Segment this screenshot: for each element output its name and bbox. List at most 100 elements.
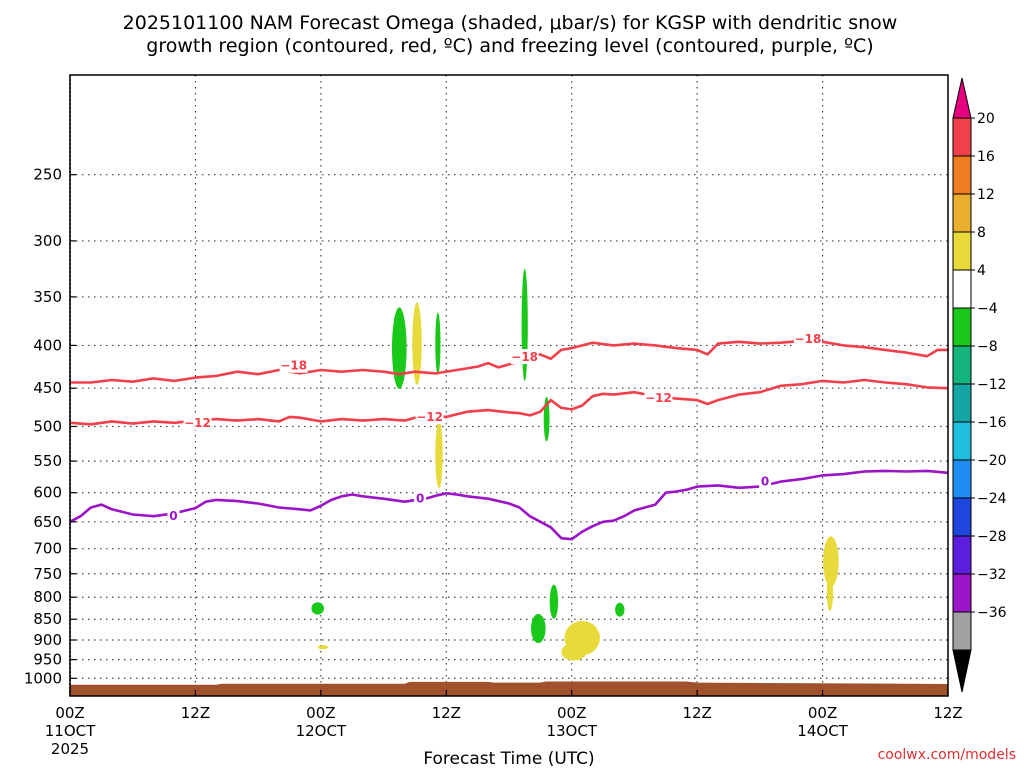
plot-frame: [69, 74, 949, 697]
colorbar-bin: [952, 497, 972, 537]
colorbar-label: −28: [977, 529, 1007, 545]
x-tick-label: 00Z: [55, 704, 84, 722]
colorbar-bin: [952, 345, 972, 385]
contour-label: −12: [416, 410, 443, 424]
colorbar-label: 8: [977, 225, 986, 241]
freezing-level-contour: [69, 469, 949, 541]
x-tick-label: 12Z: [432, 704, 461, 722]
omega-blob: [317, 645, 329, 650]
y-tick-label: 900: [33, 631, 62, 649]
contour-label: 0: [761, 475, 769, 489]
x-tick-label: 00Z: [306, 704, 335, 722]
omega-blob: [549, 584, 559, 619]
omega-blob: [561, 643, 587, 661]
y-tick-label: 1000: [24, 669, 62, 687]
omega-blob: [311, 602, 325, 615]
contour-label: −12: [184, 416, 211, 430]
contour-label: −18: [511, 350, 538, 364]
chart-title-line-1: 2025101100 NAM Forecast Omega (shaded, μ…: [123, 12, 898, 34]
contour-label-bg: [414, 490, 427, 506]
colorbar-label: 12: [977, 187, 995, 203]
contour-label-bg: [644, 389, 673, 405]
y-tick-label: 850: [33, 610, 62, 628]
x-tick-label: 12OCT: [296, 722, 347, 740]
omega-blob: [531, 613, 546, 644]
y-axis-ticks: 250 300 350 400 450 500 550 600 650 700 750 800 850 9…: [24, 166, 76, 687]
y-tick-label: 750: [33, 565, 62, 583]
colorbar-bin: [952, 155, 972, 195]
colorbar-label: 20: [977, 111, 995, 127]
omega-shading: [311, 268, 839, 661]
y-tick-label: 600: [33, 484, 62, 502]
colorbar-label: −16: [977, 415, 1007, 431]
colorbar-bin: [952, 459, 972, 499]
contour-layer: −18 −18 −18 −12 −12 −12 0 0 0: [69, 331, 949, 541]
colorbar-label: −12: [977, 377, 1007, 393]
contour-label: −18: [795, 332, 822, 346]
omega-blob: [435, 420, 443, 489]
colorbar-top-arrow: [952, 77, 972, 119]
colorbar-label: 4: [977, 263, 986, 279]
x-tick-label: 14OCT: [797, 722, 848, 740]
colorbar-bin: [952, 383, 972, 423]
colorbar-bin: [952, 307, 972, 347]
colorbar-bin: [952, 269, 972, 309]
colorbar-label: 16: [977, 149, 995, 165]
chart-title-line-2: growth region (contoured, red, ºC) and f…: [146, 35, 873, 57]
y-tick-label: 650: [33, 513, 62, 531]
x-tick-label: 12Z: [181, 704, 210, 722]
colorbar-bottom-arrow: [952, 649, 972, 693]
y-tick-label: 950: [33, 651, 62, 669]
x-tick-label: 11OCT: [45, 722, 96, 740]
contour-label: −12: [645, 391, 672, 405]
contour-label-bg: [510, 349, 539, 365]
colorbar-bin: [952, 573, 972, 613]
plot-border: [69, 74, 949, 697]
credit-link[interactable]: coolwx.com/models: [878, 747, 1016, 763]
colorbar-label: −8: [977, 339, 998, 355]
x-tick-label: 12Z: [682, 704, 711, 722]
colorbar-label: −4: [977, 301, 998, 317]
colorbar-bin: [952, 117, 972, 157]
colorbar-label: −24: [977, 491, 1007, 507]
contour-label-bg: [167, 508, 180, 524]
y-tick-label: 700: [33, 540, 62, 558]
contour-label-bg: [793, 331, 822, 347]
y-tick-label: 300: [33, 232, 62, 250]
omega-blob: [826, 574, 834, 611]
colorbar-label: −20: [977, 453, 1007, 469]
y-tick-label: 500: [33, 417, 62, 435]
contour-label-bg: [759, 473, 772, 489]
omega-blob: [435, 312, 441, 375]
plot-area: [70, 75, 948, 696]
x-tick-label: 00Z: [808, 704, 837, 722]
contour-label-bg: [183, 414, 212, 430]
y-tick-label: 250: [33, 166, 62, 184]
colorbar-bin: [952, 231, 972, 271]
contour-label: −18: [280, 359, 307, 373]
x-tick-label: 2025: [51, 740, 89, 758]
dgz-contour-12: [69, 378, 949, 426]
omega-blob: [412, 302, 422, 385]
y-tick-label: 800: [33, 588, 62, 606]
colorbar-bin: [952, 193, 972, 233]
colorbar-bin: [952, 535, 972, 575]
y-tick-label: 350: [33, 288, 62, 306]
contour-label: 0: [416, 492, 424, 506]
x-axis-label: Forecast Time (UTC): [423, 749, 594, 768]
y-tick-label: 400: [33, 336, 62, 354]
colorbar-bin: [952, 421, 972, 461]
y-tick-label: 450: [33, 379, 62, 397]
grid-lines: [70, 75, 948, 696]
x-tick-label: 12Z: [933, 704, 962, 722]
omega-blob: [392, 307, 407, 389]
omega-blob: [521, 268, 528, 382]
colorbar-label: −32: [977, 567, 1007, 583]
contour-label-bg: [415, 408, 444, 424]
omega-blob: [823, 536, 839, 587]
y-tick-label: 550: [33, 452, 62, 470]
x-tick-label: 13OCT: [546, 722, 597, 740]
plot-background: [70, 75, 948, 696]
